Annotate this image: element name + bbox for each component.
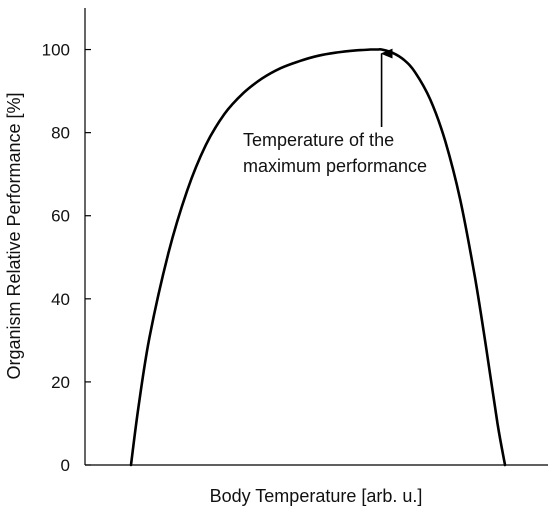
y-tick-label: 20	[51, 373, 70, 392]
annotation-text-line1: Temperature of the	[243, 130, 394, 150]
x-axis-title: Body Temperature [arb. u.]	[210, 486, 423, 506]
y-tick-label: 100	[42, 41, 70, 60]
annotation-text-line2: maximum performance	[243, 156, 427, 176]
y-tick-label: 0	[61, 456, 70, 475]
performance-curve	[129, 47, 507, 467]
y-axis-title: Organism Relative Performance [%]	[4, 92, 24, 379]
y-ticks: 0 20 40 60 80 100	[42, 41, 91, 475]
y-tick-label: 80	[51, 124, 70, 143]
y-tick-label: 60	[51, 207, 70, 226]
y-tick-label: 40	[51, 290, 70, 309]
